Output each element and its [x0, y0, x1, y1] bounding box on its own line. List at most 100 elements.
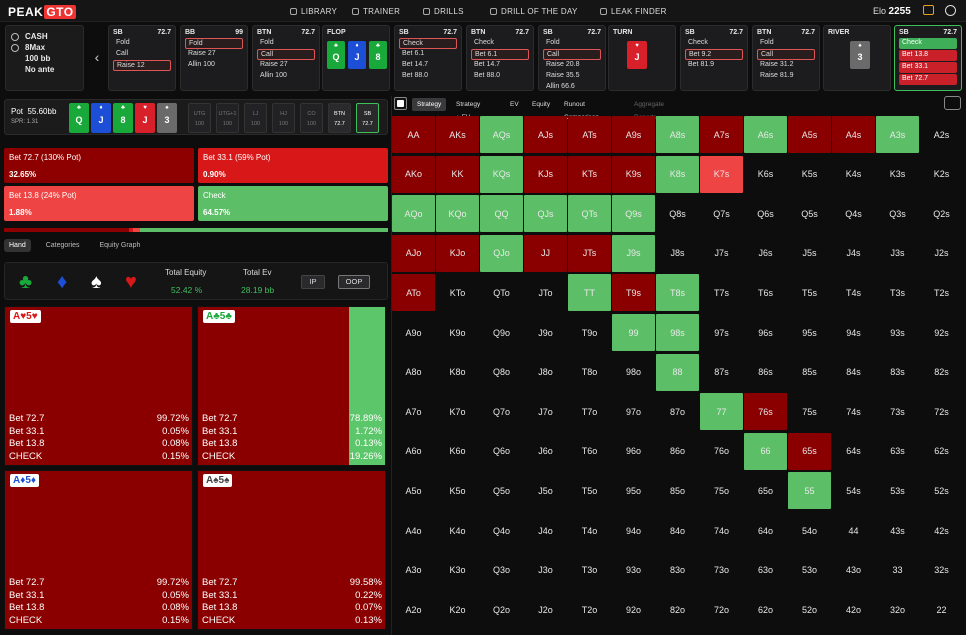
hand-cell[interactable]: Q8s	[656, 195, 699, 233]
hand-cell[interactable]: T7s	[700, 274, 743, 312]
tab-strategy-ev[interactable]: Strategy + EV	[456, 101, 481, 121]
hand-cell[interactable]: 63o	[744, 551, 787, 589]
hand-cell[interactable]: J8o	[524, 353, 567, 391]
hand-cell[interactable]: K8o	[436, 353, 479, 391]
action-option[interactable]: Raise 81.9	[760, 72, 794, 79]
hand-cell[interactable]: T3o	[568, 551, 611, 589]
nav-library[interactable]: LIBRARY	[290, 7, 337, 16]
tab-strategy[interactable]: Strategy	[412, 98, 447, 111]
hand-cell[interactable]: 94o	[612, 512, 655, 549]
position-button-btn[interactable]: BTN 72.7	[328, 103, 351, 133]
active-action-option[interactable]: Check	[899, 38, 957, 49]
hand-cell[interactable]: K2s	[920, 155, 963, 193]
action-option[interactable]: Bet 14.7	[402, 61, 429, 68]
hand-cell[interactable]: QJs	[524, 195, 567, 233]
hand-cell[interactable]: K6o	[436, 432, 479, 470]
action-option[interactable]: Fold	[260, 39, 274, 46]
hand-cell[interactable]: A5o	[392, 472, 435, 510]
hand-cell[interactable]: A8o	[392, 353, 435, 391]
action-card-sb[interactable]: SB 72.7 Check Bet 9.2 Bet 81.9	[680, 25, 748, 91]
hand-cell[interactable]: ATs	[568, 116, 611, 153]
hand-cell[interactable]: Q5o	[480, 472, 523, 510]
action-card-sb[interactable]: SB 72.7 Fold Call Raise 20.8 Raise 35.5 Allin …	[538, 25, 606, 91]
hand-cell[interactable]: Q6o	[480, 432, 523, 470]
hand-cell[interactable]: 95o	[612, 472, 655, 510]
hand-cell[interactable]: 52s	[920, 472, 963, 510]
action-option[interactable]: Allin 66.6	[546, 83, 575, 90]
hand-cell[interactable]: 82o	[656, 591, 699, 629]
hand-cell[interactable]: A7o	[392, 393, 435, 431]
tab-equity[interactable]: Equity	[532, 101, 551, 108]
hand-cell[interactable]: 65o	[744, 472, 787, 510]
hand-cell[interactable]: K9o	[436, 314, 479, 351]
peakgto-logo[interactable]: PEAK GTO	[8, 5, 76, 19]
hand-cell[interactable]: 43s	[876, 512, 919, 549]
hand-cell[interactable]: T9o	[568, 314, 611, 351]
hand-cell[interactable]: T2s	[920, 274, 963, 312]
action-option[interactable]: Bet 88.0	[402, 72, 429, 79]
hand-cell[interactable]: T7o	[568, 393, 611, 431]
hand-cell[interactable]: T6s	[744, 274, 787, 312]
hand-cell[interactable]: Q8o	[480, 353, 523, 391]
action-card-btn[interactable]: BTN 72.7 Fold Call Raise 31.2 Raise 81.9	[752, 25, 820, 91]
hand-cell[interactable]: A2s	[920, 116, 963, 153]
action-option[interactable]: Raise 31.2	[760, 61, 794, 68]
hand-cell[interactable]: AQs	[480, 116, 523, 153]
hand-cell[interactable]: 52o	[788, 591, 831, 629]
position-button-utg[interactable]: UTG 100	[188, 103, 211, 133]
tab-aggregate-reports[interactable]: Aggregate Reports	[634, 101, 664, 121]
action-summary-tile[interactable]: Bet 72.7 (130% Pot) 32.65%	[4, 148, 194, 183]
hand-cell[interactable]: QTo	[480, 274, 523, 312]
hand-cell[interactable]: J7s	[700, 234, 743, 272]
hand-cell[interactable]: 76o	[700, 432, 743, 470]
hand-cell[interactable]: 92s	[920, 314, 963, 351]
hand-cell[interactable]: 83o	[656, 551, 699, 589]
hand-cell[interactable]: AQo	[392, 195, 435, 233]
hand-cell[interactable]: 33	[876, 551, 919, 589]
hand-cell[interactable]: T8o	[568, 353, 611, 391]
hand-cell[interactable]: JJ	[524, 234, 567, 272]
action-option[interactable]: Bet 6.1	[471, 49, 529, 60]
street-flop[interactable]: FLOP ♣ Q ♦ J ♣ 8	[322, 25, 390, 91]
hand-cell[interactable]: 98s	[656, 314, 699, 351]
hand-cell[interactable]: A6s	[744, 116, 787, 153]
hand-combo-card[interactable]: A♠5♠ Bet 72.7 99.58% Bet 33.1 0.22% Bet 13.8 0…	[197, 470, 386, 630]
hand-cell[interactable]: J8s	[656, 234, 699, 272]
action-card-sb[interactable]: SB 72.7 Check Bet 6.1 Bet 14.7 Bet 88.0	[394, 25, 462, 91]
hand-cell[interactable]: Q2s	[920, 195, 963, 233]
action-option[interactable]: Bet 9.2	[685, 49, 743, 60]
hand-cell[interactable]: Q3o	[480, 551, 523, 589]
hand-cell[interactable]: J4s	[832, 234, 875, 272]
action-option[interactable]: Check	[399, 38, 457, 49]
hand-cell[interactable]: A3s	[876, 116, 919, 153]
hand-cell[interactable]: Q4s	[832, 195, 875, 233]
hand-cell[interactable]: Q4o	[480, 512, 523, 549]
hand-cell[interactable]: 85s	[788, 353, 831, 391]
user-profile-icon[interactable]	[945, 5, 956, 16]
hand-cell[interactable]: 73o	[700, 551, 743, 589]
hand-cell[interactable]: 93o	[612, 551, 655, 589]
action-option[interactable]: Call	[257, 49, 315, 60]
hand-cell[interactable]: K5o	[436, 472, 479, 510]
hand-cell[interactable]: 92o	[612, 591, 655, 629]
action-option[interactable]: Fold	[185, 38, 243, 49]
hand-cell[interactable]: 62o	[744, 591, 787, 629]
action-card-active-sb[interactable]: SB 72.7 Check Bet 13.8 Bet 33.1 Bet 72.7	[894, 25, 962, 91]
hand-cell[interactable]: JTo	[524, 274, 567, 312]
hand-cell[interactable]: 83s	[876, 353, 919, 391]
hand-cell[interactable]: 75o	[700, 472, 743, 510]
hand-cell[interactable]: K9s	[612, 155, 655, 193]
hand-cell[interactable]: J6o	[524, 432, 567, 470]
chevron-left-icon[interactable]: ‹	[94, 49, 100, 65]
action-summary-tile[interactable]: Bet 13.8 (24% Pot) 1.88%	[4, 186, 194, 221]
hand-cell[interactable]: A7s	[700, 116, 743, 153]
hand-cell[interactable]: T2o	[568, 591, 611, 629]
hand-cell[interactable]: 95s	[788, 314, 831, 351]
hand-cell[interactable]: 73s	[876, 393, 919, 431]
hand-cell[interactable]: 66	[744, 432, 787, 470]
hand-cell[interactable]: TT	[568, 274, 611, 312]
square-toggle-icon[interactable]	[394, 97, 407, 110]
hand-cell[interactable]: AKo	[392, 155, 435, 193]
hand-cell[interactable]: KTo	[436, 274, 479, 312]
hand-cell[interactable]: K3s	[876, 155, 919, 193]
